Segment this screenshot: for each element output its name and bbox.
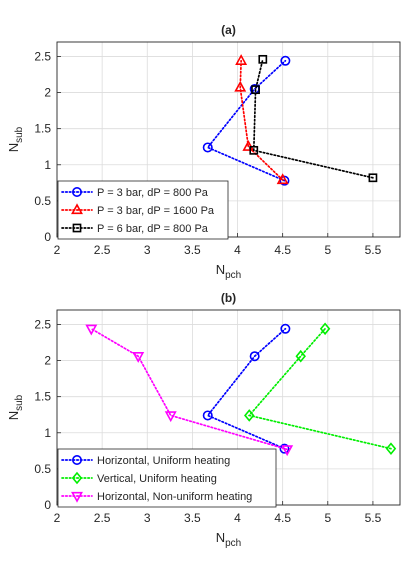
y-tick-label: 0.5 bbox=[34, 194, 51, 208]
series-horizontal-uniform-heating bbox=[202, 323, 291, 454]
y-tick-label: 0 bbox=[44, 498, 51, 512]
legend-marker bbox=[72, 223, 82, 233]
data-point bbox=[234, 80, 247, 92]
legend-label: P = 3 bar, dP = 1600 Pa bbox=[97, 205, 215, 217]
series-line bbox=[252, 58, 374, 179]
legend-box bbox=[57, 448, 277, 508]
legend-item: Horizontal, Non-uniform heating bbox=[61, 491, 252, 503]
x-tick-label: 2 bbox=[54, 243, 61, 257]
x-axis-label: Npch bbox=[216, 530, 242, 549]
data-point bbox=[244, 409, 255, 422]
data-point bbox=[280, 323, 291, 334]
data-point bbox=[132, 352, 145, 363]
legend-label: Vertical, Uniform heating bbox=[97, 473, 217, 485]
chart-title: (b) bbox=[221, 291, 236, 305]
y-tick-label: 1.5 bbox=[34, 122, 51, 136]
legend-marker bbox=[72, 187, 83, 198]
axes-frame bbox=[56, 41, 401, 238]
series-p-3-bar-dp-1600-pa bbox=[234, 54, 289, 185]
data-point bbox=[258, 54, 268, 64]
data-point bbox=[235, 54, 248, 65]
legend-item: Horizontal, Uniform heating bbox=[61, 454, 230, 467]
x-tick-label: 4 bbox=[234, 243, 241, 257]
legend-marker bbox=[72, 454, 83, 465]
data-point bbox=[164, 411, 177, 423]
x-tick-label: 5 bbox=[324, 511, 331, 525]
chart-title: (a) bbox=[221, 23, 236, 37]
y-tick-label: 0 bbox=[44, 230, 51, 244]
data-point bbox=[202, 410, 213, 421]
y-tick-label: 0.5 bbox=[34, 462, 51, 476]
data-point bbox=[276, 173, 289, 185]
series-vertical-uniform-heating bbox=[244, 322, 397, 455]
x-tick-label: 4.5 bbox=[274, 511, 291, 525]
x-axis-label: Npch bbox=[216, 262, 242, 281]
x-tick-label: 4.5 bbox=[274, 243, 291, 257]
y-tick-label: 2 bbox=[44, 86, 51, 100]
y-tick-label: 1 bbox=[44, 158, 51, 172]
data-point bbox=[281, 445, 294, 457]
data-point bbox=[279, 443, 290, 454]
y-tick-label: 2.5 bbox=[34, 317, 51, 331]
data-point bbox=[242, 140, 255, 151]
chart-panel-b: 2 2.5 3 3.5 4 4.5 5 5.5 0 0.5 1 1.5 2 2.5 (b) Npch Nsub H… bbox=[6, 291, 401, 549]
legend-marker bbox=[71, 491, 83, 503]
x-tick-label: 3.5 bbox=[184, 243, 201, 257]
x-tick-label: 4 bbox=[234, 511, 241, 525]
series-horizontal-non-uniform-heating bbox=[85, 324, 294, 457]
y-axis-label: Nsub bbox=[6, 394, 25, 420]
legend-item: P = 6 bar, dP = 800 Pa bbox=[61, 223, 209, 235]
y-tick-label: 2 bbox=[44, 354, 51, 368]
x-tick-label: 5 bbox=[324, 243, 331, 257]
x-tick-label: 5.5 bbox=[365, 511, 382, 525]
x-tick-label: 3.5 bbox=[184, 511, 201, 525]
legend-label: Horizontal, Uniform heating bbox=[97, 455, 230, 467]
series-line bbox=[247, 327, 392, 450]
y-tick-label: 1.5 bbox=[34, 390, 51, 404]
legend-item: Vertical, Uniform heating bbox=[61, 471, 217, 485]
y-axis-label: Nsub bbox=[6, 126, 25, 152]
y-tick-label: 2.5 bbox=[34, 49, 51, 63]
legend: P = 3 bar, dP = 800 Pa P = 3 bar, dP = 16… bbox=[57, 180, 229, 240]
data-point bbox=[385, 442, 397, 455]
x-tick-label: 2 bbox=[54, 511, 61, 525]
data-point bbox=[295, 349, 306, 363]
x-tick-label: 3 bbox=[144, 511, 151, 525]
chart-panel-a: 2 2.5 3 3.5 4 4.5 5 5.5 0 0.5 1 1.5 2 2.5 (a) Npch Nsub P… bbox=[6, 23, 401, 281]
series-line bbox=[206, 327, 287, 450]
series-line bbox=[206, 59, 287, 182]
data-point bbox=[249, 351, 260, 362]
x-tick-label: 5.5 bbox=[365, 243, 382, 257]
y-tick-label: 1 bbox=[44, 426, 51, 440]
x-tick-label: 2.5 bbox=[94, 243, 111, 257]
legend: Horizontal, Uniform heating Vertical, Uni… bbox=[57, 448, 277, 508]
legend-marker bbox=[71, 471, 83, 485]
grid-lines bbox=[56, 310, 400, 506]
legend-marker bbox=[71, 203, 83, 215]
series-p-6-bar-dp-800-pa bbox=[249, 54, 378, 183]
x-tick-label: 2.5 bbox=[94, 511, 111, 525]
x-tick-label: 3 bbox=[144, 243, 151, 257]
legend-label: Horizontal, Non-uniform heating bbox=[97, 491, 252, 503]
series-line bbox=[239, 59, 284, 181]
legend-item: P = 3 bar, dP = 1600 Pa bbox=[61, 203, 215, 217]
legend-label: P = 6 bar, dP = 800 Pa bbox=[97, 223, 209, 235]
series-line bbox=[90, 327, 289, 451]
legend-label: P = 3 bar, dP = 800 Pa bbox=[97, 187, 209, 199]
data-point bbox=[249, 145, 259, 155]
data-point bbox=[368, 173, 378, 183]
data-point bbox=[202, 142, 213, 153]
data-point bbox=[319, 322, 331, 336]
data-point bbox=[251, 85, 260, 95]
legend-item: P = 3 bar, dP = 800 Pa bbox=[61, 187, 209, 199]
data-point bbox=[85, 324, 98, 336]
data-point bbox=[280, 55, 291, 66]
